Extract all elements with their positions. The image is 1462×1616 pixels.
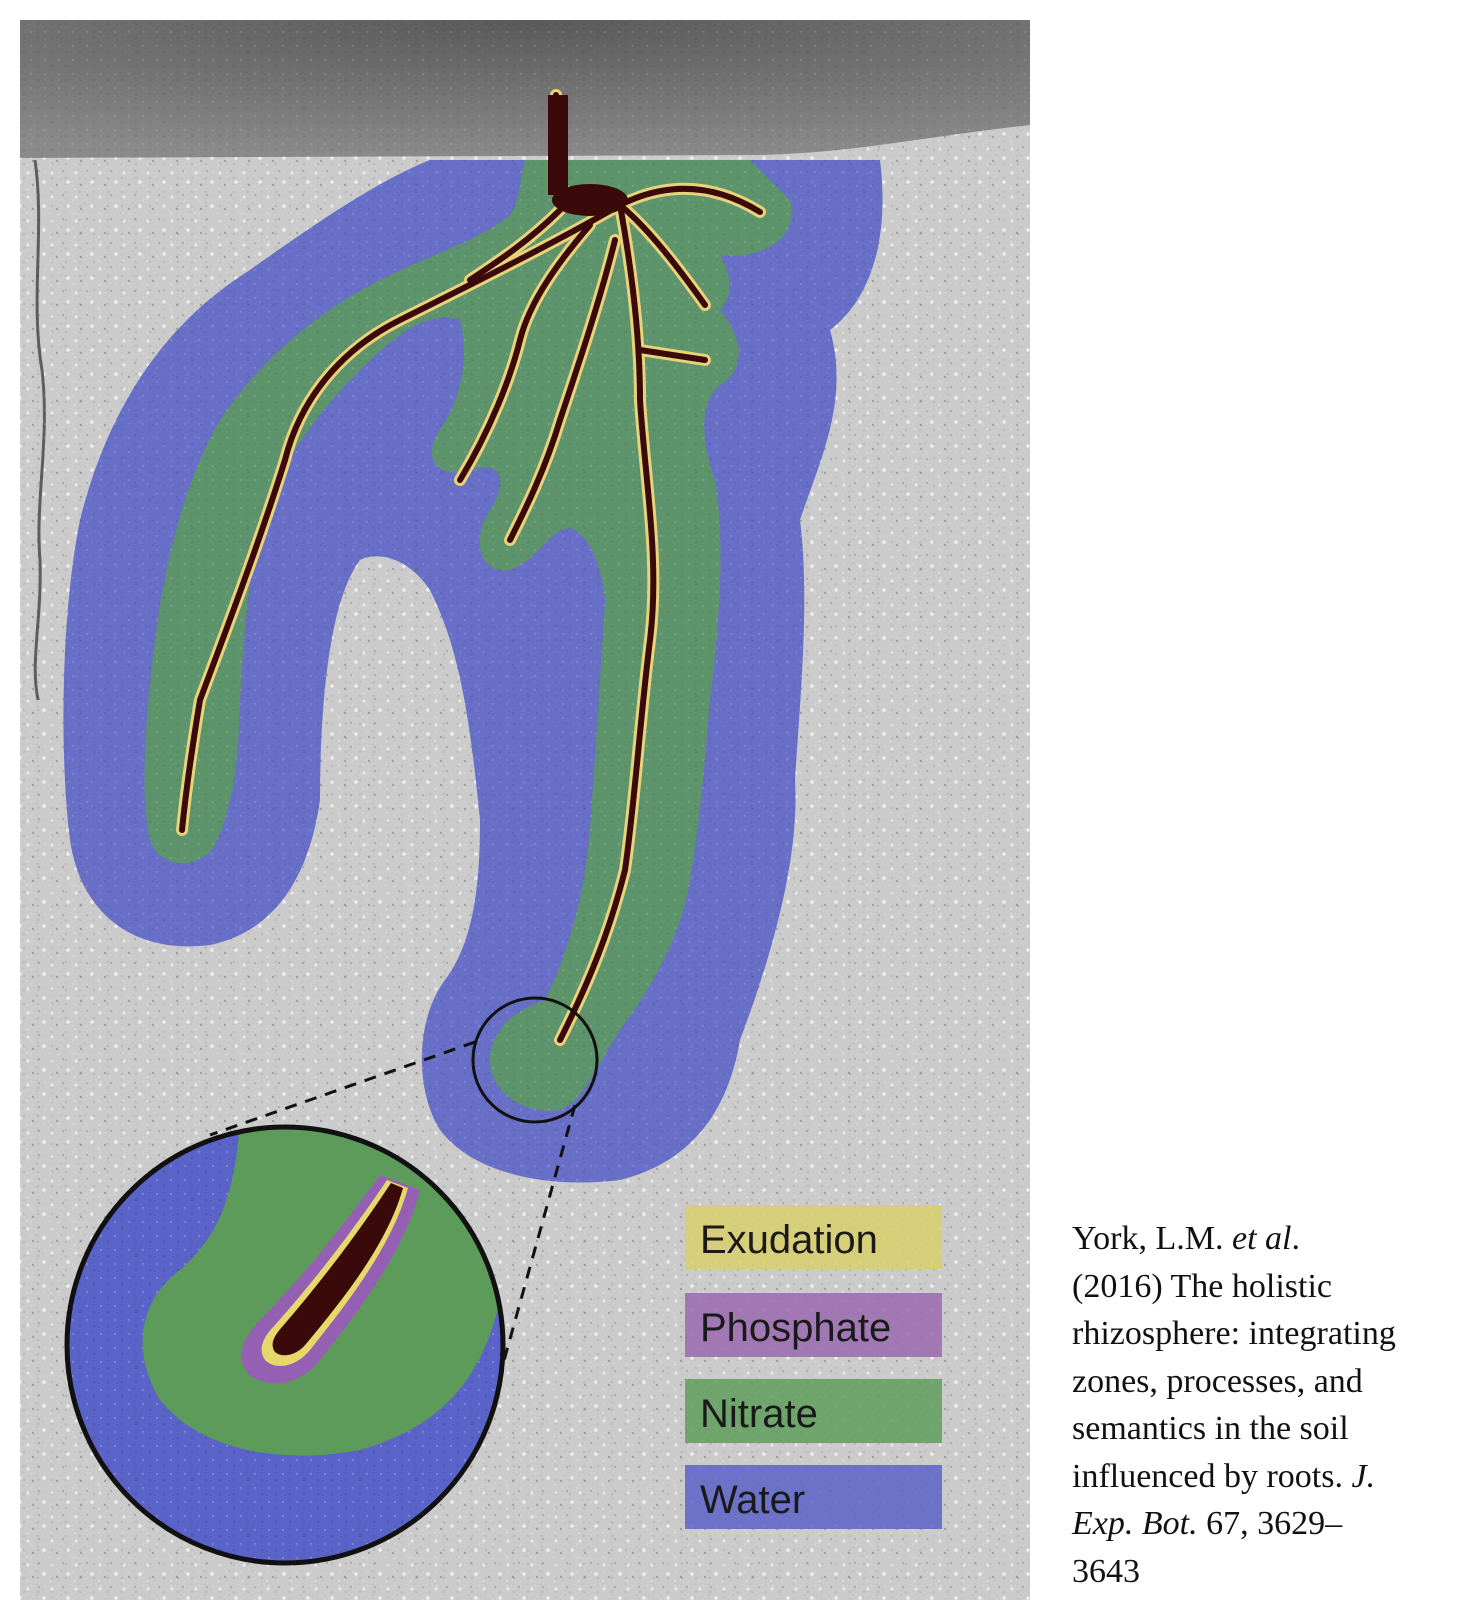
inset-root <box>272 1183 403 1356</box>
citation-line-5: semantics in the soil <box>1072 1410 1349 1447</box>
legend-swatch-phosphate <box>685 1293 942 1357</box>
citation-line-2: (2016) The holistic <box>1072 1267 1332 1305</box>
citation-line-8: 3643 <box>1072 1552 1140 1590</box>
zoom-inset-border <box>64 1124 506 1566</box>
root-system <box>176 89 766 1046</box>
citation-line-4: zones, processes, and <box>1072 1362 1363 1400</box>
citation-journal-2: Exp. Bot. <box>1072 1505 1198 1542</box>
citation-line-6: influenced by roots. J. <box>1072 1453 1452 1501</box>
citation: York, L.M. et al. (2016) The holistic rh… <box>1072 1215 1452 1595</box>
legend-swatch-exudation <box>685 1205 942 1269</box>
citation-journal-1: J. <box>1351 1457 1376 1495</box>
zoom-connector-left <box>209 1040 476 1137</box>
legend-label-exudation: Exudation <box>700 1218 878 1262</box>
citation-title-end: influenced by roots. <box>1072 1457 1343 1495</box>
citation-line-1: York, L.M. et al. <box>1072 1215 1452 1263</box>
legend-swatch-nitrate <box>685 1379 942 1443</box>
citation-line-3: rhizosphere: integrating <box>1072 1315 1396 1352</box>
citation-volume: 67, 3629– <box>1206 1505 1343 1542</box>
zoom-connector-right <box>498 1104 577 1376</box>
legend-label-nitrate: Nitrate <box>700 1392 818 1436</box>
legend: Exudation Phosphate Nitrate Water <box>685 1205 942 1529</box>
citation-et-al: et al <box>1231 1220 1292 1257</box>
citation-et-al-period: . <box>1291 1220 1300 1257</box>
legend-label-water: Water <box>700 1478 805 1522</box>
legend-label-phosphate: Phosphate <box>700 1306 891 1350</box>
legend-swatch-water <box>685 1465 942 1529</box>
citation-authors: York, L.M. <box>1072 1220 1224 1257</box>
citation-line-7: Exp. Bot. 67, 3629– <box>1072 1500 1452 1548</box>
zoom-source-circle <box>471 996 599 1124</box>
zoom-inset <box>64 1124 506 1566</box>
